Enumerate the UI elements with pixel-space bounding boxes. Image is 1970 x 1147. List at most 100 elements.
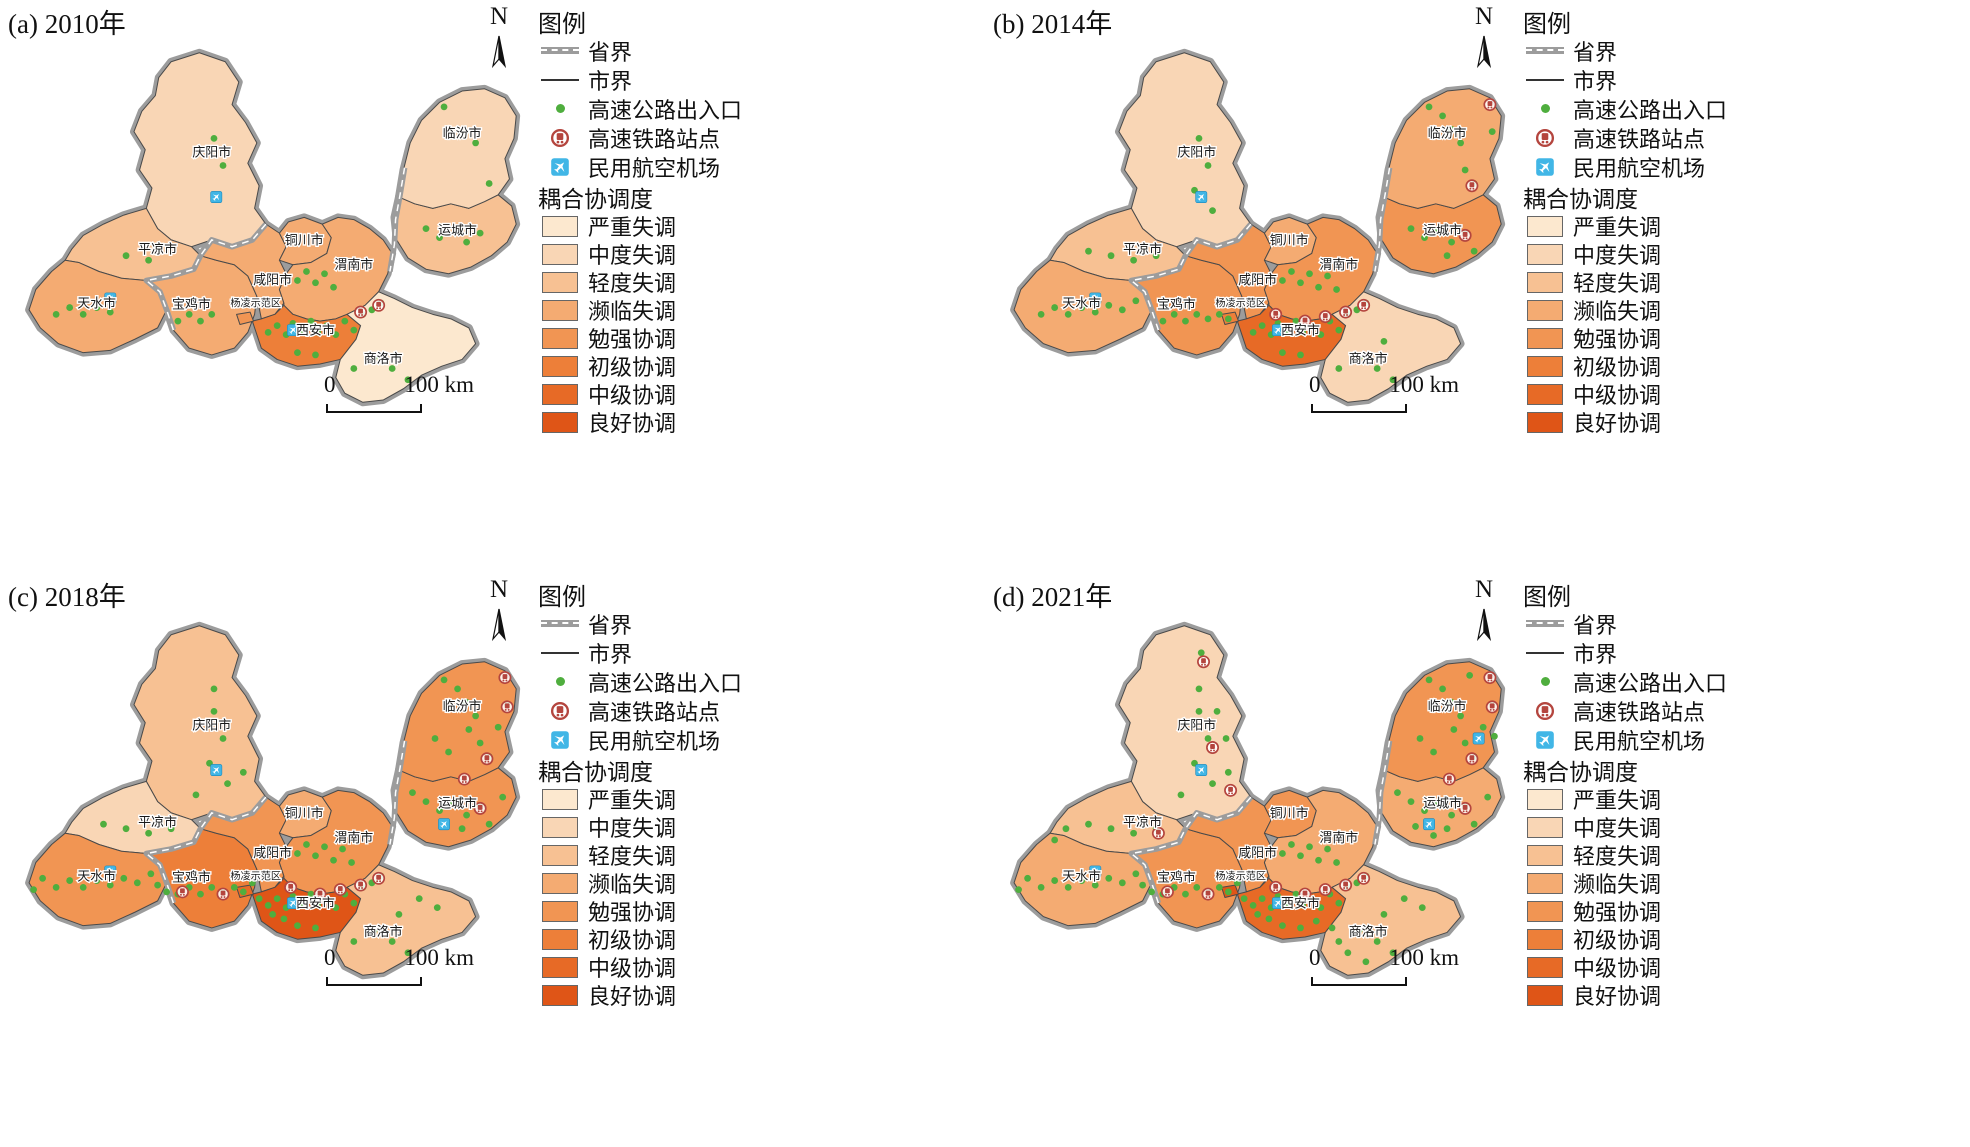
highway-exit-dot [370,926,378,934]
highway-exit-dot [433,904,441,912]
highway-exit-dot [280,915,288,923]
legend-class-row: 良好协调 [1523,408,1843,436]
legend-label-hsr-station: 高速铁路站点 [1573,126,1706,152]
highway-exit-dot [1407,798,1415,806]
legend-class-row: 良好协调 [538,408,858,436]
legend-label-highway-exit: 高速公路出入口 [1573,97,1728,123]
class-label: 良好协调 [1573,984,1662,1009]
symbol-cell [1523,299,1567,321]
highway-exit-dot [1215,310,1223,318]
highway-exit-dot [1177,791,1185,799]
map-panel: (d) 2021年 庆阳市 平凉市 天水市 宝鸡市 咸阳市 铜川市 渭南市 西安市 商洛市 运城市… [985,573,1970,1147]
hsr-station-icon [354,305,368,319]
city-label-tianshui: 天水市 [77,869,116,884]
highway-exit-dot [100,820,107,828]
highway-exit-dot [145,829,152,837]
symbol-cell [1523,816,1567,838]
province-border-line [1128,795,1254,905]
scale-zero-label: 0 [324,945,336,970]
highway-exit-dot [1466,671,1474,679]
class-swatch [1527,984,1563,1006]
highway-exit-dot [30,886,37,893]
highway-exit-dot [1279,277,1286,284]
airport-icon [1089,865,1102,878]
city-label-linfen: 临汾市 [443,698,482,713]
class-label: 中度失调 [1573,243,1662,268]
highway-exit-dot [321,270,328,278]
highway-exit-dot [147,870,155,878]
highway-exit-dot [230,883,238,891]
highway-exit-dot [1209,780,1216,787]
highway-exit-dot [1024,874,1031,882]
highway-exit-swatch [1540,104,1550,113]
legend-label-hsr-station: 高速铁路站点 [588,699,721,725]
class-label: 勉强协调 [1573,900,1662,925]
city-label-linfen: 临汾市 [1428,698,1467,713]
hsr-station-icon [1269,880,1283,894]
highway-exit-dot [298,899,306,907]
highway-exit-dot [1288,841,1295,848]
highway-exit-dot [314,328,322,336]
airport-swatch-icon [1536,157,1554,176]
symbol-cell [1523,956,1567,978]
legend-item-highway-exit: 高速公路出入口 [1523,667,1843,696]
highway-exit-dot [197,890,204,898]
city-label-tianshui: 天水市 [77,296,116,311]
legend-title: 图例 [1523,585,1571,611]
highway-exit-dot [307,890,315,898]
highway-exit-dot [208,883,216,891]
hsr-station-icon [1357,298,1371,312]
highway-exit-dot [106,881,114,889]
highway-exit-dot [163,888,171,896]
city-label-baoji: 宝鸡市 [172,870,211,885]
legend-item-airport: 民用航空机场 [1523,152,1843,181]
legend-class-row: 轻度失调 [1523,841,1843,869]
highway-exit-dot [1317,331,1325,339]
region-linfen [398,88,517,209]
airport-icon [287,897,299,910]
legend-subtitle-coupling: 耦合协调度 [1523,186,1638,212]
north-label: N [1474,576,1494,603]
hsr-station-swatch-icon [550,701,570,720]
legend-label-hsr-station: 高速铁路站点 [1573,699,1706,725]
symbol-cell [538,156,582,178]
north-arrow: N [1469,577,1499,647]
city-label-xianyang: 咸阳市 [253,845,292,860]
highway-exit-dot [1333,859,1340,866]
legend-label-airport: 民用航空机场 [588,728,721,754]
hsr-station-icon [354,878,368,892]
highway-exit-dot [294,850,301,857]
highway-exit-dot [1470,820,1478,828]
highway-exit-dot [1279,349,1286,357]
city-label-xian: 西安市 [296,323,335,338]
hsr-station-swatch-icon [1535,128,1555,147]
airport-icon [1423,818,1435,831]
city-label-tongchuan: 铜川市 [285,805,324,820]
highway-exit-dot [1240,895,1248,902]
highway-exit-dot [1224,768,1232,776]
city-label-xianyang: 咸阳市 [253,272,292,287]
highway-exit-dot [1400,895,1408,902]
highway-exit-dot [122,252,130,260]
city-label-qingyang: 庆阳市 [192,144,231,159]
legend-class-row: 中度失调 [538,813,858,841]
legend-label-hsr-station: 高速铁路站点 [588,126,721,152]
class-label: 濒临失调 [1573,872,1662,897]
highway-exit-dot [485,820,493,828]
highway-exit-dot [1118,879,1126,887]
symbol-cell [538,127,582,149]
highway-exit-dot [1152,252,1160,260]
highway-exit-dot [264,901,272,909]
highway-exit-dot [332,331,340,339]
class-swatch [1527,299,1563,321]
highway-exit-dot [1015,886,1022,893]
city-border-swatch [541,651,579,654]
hsr-station-icon [1458,228,1472,242]
highway-exit-swatch [555,677,565,686]
city-label-qingyang: 庆阳市 [192,717,231,732]
class-label: 严重失调 [1573,788,1662,813]
class-label: 中度失调 [588,243,677,268]
legend-class-row: 濒临失调 [538,869,858,897]
class-swatch [1527,928,1563,950]
